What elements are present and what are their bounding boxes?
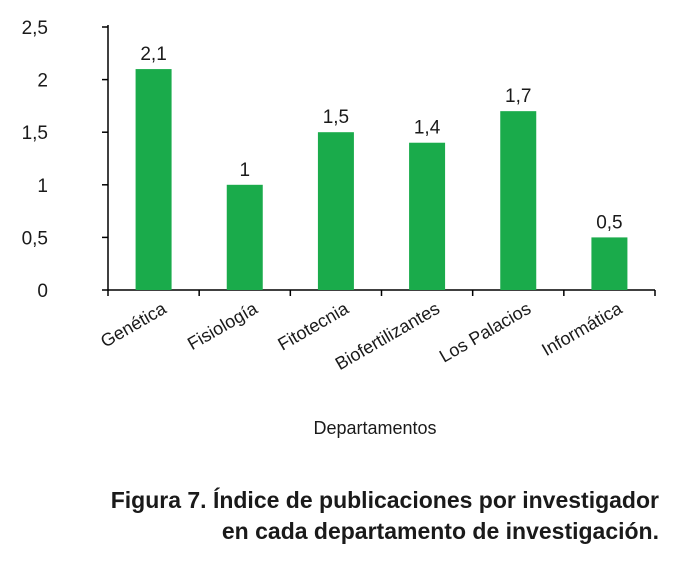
bar xyxy=(226,184,263,290)
chart-axes xyxy=(102,25,656,296)
bar xyxy=(409,142,446,290)
x-tick-label: Los Palacios xyxy=(436,298,534,366)
bar xyxy=(317,132,354,290)
x-tick-label: Informática xyxy=(538,298,626,360)
y-tick-label: 2 xyxy=(37,71,48,92)
caption-line-2: en cada departamento de investigación. xyxy=(221,518,659,544)
data-label: 1 xyxy=(239,160,250,181)
data-label: 2,1 xyxy=(140,44,166,65)
x-tick-label: Genética xyxy=(97,298,170,352)
figure-caption: Figura 7. Índice de publicaciones por in… xyxy=(19,485,659,547)
caption-line-1: Figura 7. Índice de publicaciones por in… xyxy=(110,487,659,513)
bar xyxy=(591,237,628,290)
x-tick-label: Fitotecnia xyxy=(274,298,352,355)
y-tick-label: 2,5 xyxy=(22,18,48,39)
bar xyxy=(500,111,537,290)
y-tick-label: 0,5 xyxy=(22,228,48,249)
data-label: 1,4 xyxy=(414,118,441,139)
y-tick-label: 1,5 xyxy=(22,123,48,144)
bar-chart: 0 0,5 1 1,5 2 2,5 2,1 Genética 1 Fisiología 1,5 Fit… xyxy=(22,18,656,438)
bar xyxy=(135,69,172,290)
data-label: 1,5 xyxy=(323,107,349,128)
x-axis-title: Departamentos xyxy=(313,418,436,438)
y-tick-label: 1 xyxy=(37,176,48,197)
x-tick-label: Fisiología xyxy=(184,298,262,354)
data-label: 1,7 xyxy=(505,86,531,107)
data-label: 0,5 xyxy=(596,212,622,233)
y-tick-label: 0 xyxy=(37,281,48,302)
chart-bars xyxy=(135,69,628,290)
